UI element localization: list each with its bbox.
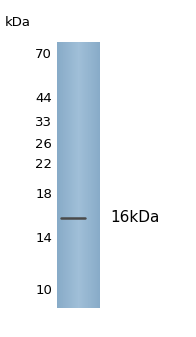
Text: 22: 22 [35,158,52,172]
Bar [87,42,88,308]
Bar [78,42,79,308]
Bar [79,42,80,308]
Bar [62,42,63,308]
Bar [91,42,92,308]
Text: 10: 10 [35,283,52,297]
Bar [98,42,99,308]
Bar [94,42,95,308]
Bar [60,42,61,308]
Bar [85,42,86,308]
Bar [76,42,77,308]
Bar [70,42,71,308]
Bar [59,42,60,308]
Bar [61,42,62,308]
Bar [80,42,81,308]
Text: 70: 70 [35,49,52,61]
Bar [81,42,82,308]
Bar [66,42,67,308]
Bar [97,42,98,308]
Bar [64,42,65,308]
Bar [77,42,78,308]
Bar [83,42,84,308]
Text: 26: 26 [35,139,52,152]
Bar [82,42,83,308]
Text: 33: 33 [35,116,52,128]
Bar [68,42,69,308]
Bar [95,42,96,308]
Bar [92,42,93,308]
Bar [65,42,66,308]
Bar [96,42,97,308]
Text: 18: 18 [35,188,52,202]
Bar [73,42,74,308]
Bar [69,42,70,308]
Bar [74,42,75,308]
Text: 14: 14 [35,232,52,245]
Bar [63,42,64,308]
Bar [89,42,90,308]
Bar [57,42,58,308]
Bar [75,42,76,308]
Bar [58,42,59,308]
Bar [84,42,85,308]
Bar [99,42,100,308]
Bar [71,42,72,308]
Bar [93,42,94,308]
Bar [72,42,73,308]
Bar [90,42,91,308]
Bar [67,42,68,308]
Bar [86,42,87,308]
Text: 44: 44 [35,92,52,104]
Bar [88,42,89,308]
Text: 16kDa: 16kDa [110,211,159,225]
Text: kDa: kDa [5,16,31,29]
